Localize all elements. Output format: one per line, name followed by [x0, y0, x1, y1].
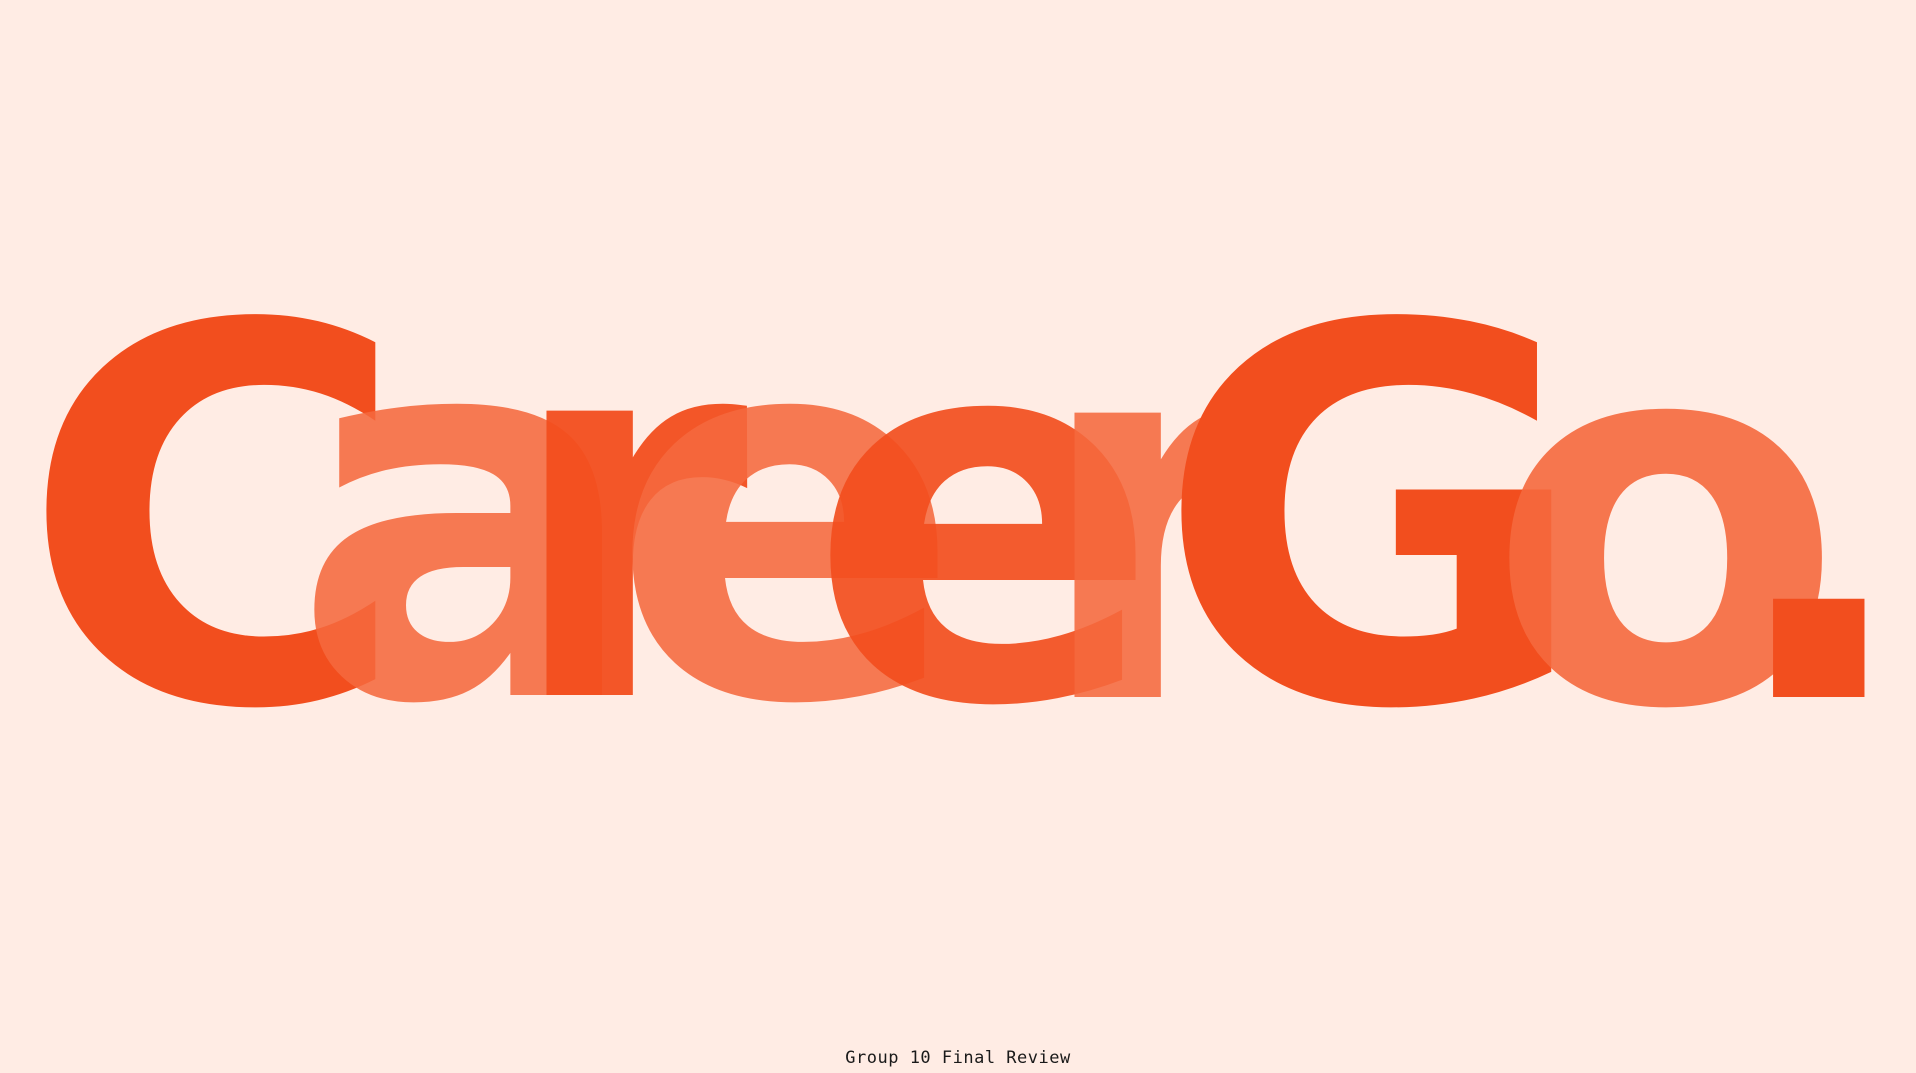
logo-letter-o: o: [1487, 217, 1844, 823]
presentation-caption: Group 10 Final Review: [845, 1048, 1071, 1068]
logo-letter-g: G: [1155, 217, 1590, 823]
logo-letter-e1: e: [610, 212, 963, 818]
logo-letter-e2: e: [808, 214, 1161, 820]
logo-letter-period: .: [1720, 214, 1916, 820]
logo-letter-c: C: [20, 217, 409, 823]
logo-letter-r1: r: [505, 212, 752, 818]
logo-letter-r2: r: [1033, 214, 1280, 820]
logo-letter-a: a: [292, 212, 643, 818]
